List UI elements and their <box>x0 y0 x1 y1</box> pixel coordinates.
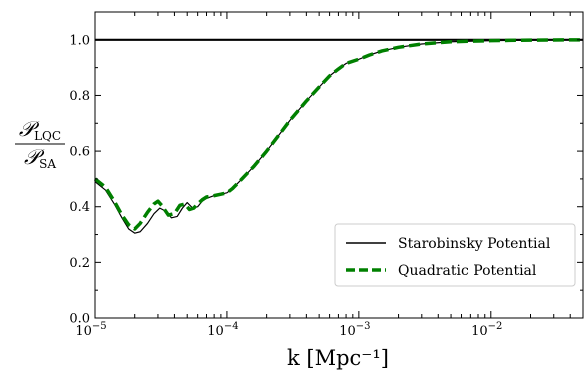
y-axis-label-denominator-sub: SA <box>39 157 56 171</box>
y-tick-label: 0.0 <box>69 312 90 327</box>
y-axis-label-numerator: 𝒫LQC <box>19 117 61 143</box>
y-axis-label-denominator: 𝒫SA <box>24 145 56 171</box>
legend: Starobinsky Potential Quadratic Potentia… <box>334 223 576 287</box>
x-tick-label: 10−2 <box>471 321 502 339</box>
x-tick-label: 10−3 <box>339 321 370 339</box>
y-axis-label: 𝒫LQC 𝒫SA <box>15 117 65 171</box>
plot-frame <box>94 11 584 319</box>
legend-entry-starobinsky: Starobinsky Potential <box>398 236 551 252</box>
y-tick-label: 0.2 <box>69 256 90 271</box>
legend-entry-quadratic: Quadratic Potential <box>398 263 537 279</box>
legend-box <box>334 223 576 287</box>
y-tick-label: 0.4 <box>69 200 90 215</box>
y-tick-label: 0.8 <box>69 89 90 104</box>
ticks-layer: 0.0 0.2 0.4 0.6 0.8 1.0 10−5 10−4 10−3 10−2 <box>69 11 583 339</box>
y-tick-label: 0.6 <box>69 145 90 160</box>
series-line-quadratic <box>93 38 584 231</box>
series-layer <box>93 38 584 234</box>
y-axis-label-numerator-sub: LQC <box>34 129 61 143</box>
x-tick-label: 10−4 <box>207 321 238 339</box>
y-tick-label: 1.0 <box>69 33 90 48</box>
x-axis-label: k [Mpc⁻¹] <box>287 346 389 370</box>
x-tick-label: 10−5 <box>75 321 106 339</box>
